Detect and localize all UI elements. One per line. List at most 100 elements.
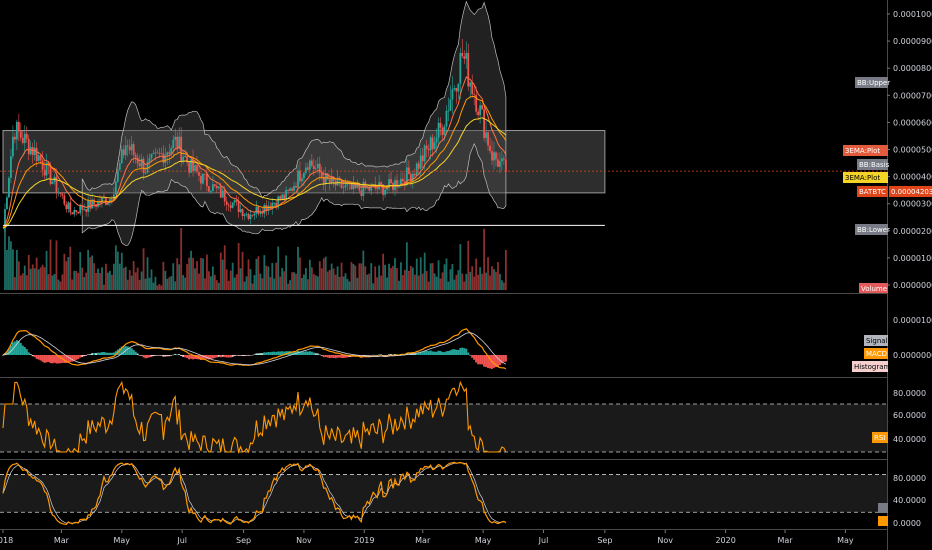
macd-histogram-bar	[368, 355, 370, 356]
macd-histogram-bar	[79, 355, 81, 358]
macd-histogram-bar	[50, 355, 52, 363]
volume-bar	[196, 261, 198, 290]
volume-bar	[366, 275, 368, 290]
macd-histogram-bar	[493, 355, 495, 368]
macd-histogram-bar	[172, 355, 174, 356]
volume-bar	[32, 264, 34, 290]
macd-histogram-bar	[479, 355, 481, 364]
volume-bar	[465, 274, 467, 290]
volume-bar	[97, 269, 99, 290]
volume-bar	[141, 271, 143, 290]
volume-bar	[420, 257, 422, 290]
macd-histogram-bar	[156, 355, 158, 356]
macd-histogram-bar	[109, 353, 111, 355]
volume-bar	[42, 265, 44, 290]
volume-bar	[230, 271, 232, 290]
time-tick-label: Nov	[296, 536, 312, 545]
volume-bar	[182, 275, 184, 290]
macd-histogram-bar	[190, 355, 192, 359]
macd-histogram-bar	[428, 351, 430, 355]
macd-histogram-bar	[313, 353, 315, 355]
volume-bar	[335, 275, 337, 290]
macd-histogram-bar	[483, 355, 485, 367]
volume-bar	[8, 236, 10, 290]
macd-histogram-bar	[174, 354, 176, 355]
volume-bar	[426, 271, 428, 290]
volume-bar	[210, 276, 212, 290]
volume-bar	[224, 245, 226, 290]
volume-bar	[204, 278, 206, 290]
volume-bar	[489, 276, 491, 290]
macd-histogram-bar	[230, 355, 232, 357]
svg-text:3EMA:Plot: 3EMA:Plot	[845, 147, 880, 155]
volume-bar	[497, 262, 499, 290]
volume-bar	[392, 266, 394, 290]
macd-histogram-bar	[71, 355, 73, 362]
volume-bar	[40, 267, 42, 290]
volume-bar	[212, 266, 214, 290]
macd-histogram-bar	[497, 355, 499, 367]
volume-bar	[256, 259, 258, 290]
volume-bar	[446, 258, 448, 290]
macd-histogram-bar	[319, 355, 321, 356]
macd-histogram-bar	[366, 355, 368, 356]
volume-bar	[265, 266, 267, 290]
volume-bar	[353, 264, 355, 290]
volume-bar	[83, 277, 85, 290]
signal-tag: Signal	[864, 335, 888, 346]
volume-bar	[226, 269, 228, 290]
macd-histogram-bar	[48, 355, 50, 362]
volume-bar	[46, 251, 48, 290]
volume-bar	[254, 275, 256, 290]
volume-bar	[434, 273, 436, 290]
volume-bar	[16, 250, 18, 290]
volume-bar	[58, 280, 60, 290]
macd-histogram-bar	[384, 355, 386, 356]
volume-bar	[135, 272, 137, 290]
volume-bar	[4, 228, 6, 290]
svg-text:40.0000: 40.0000	[893, 435, 926, 444]
ema-tag: 3EMA:Plot	[843, 145, 888, 156]
price-tick-label: 0.00005000	[893, 146, 932, 155]
macd-histogram-bar	[91, 353, 93, 355]
macd-histogram-bar	[26, 349, 28, 355]
volume-bar	[12, 249, 14, 290]
volume-bar	[499, 274, 501, 290]
macd-histogram-bar	[447, 351, 449, 355]
svg-text:BB:Upper: BB:Upper	[857, 79, 890, 87]
macd-histogram-bar	[321, 355, 323, 356]
volume-bar	[313, 274, 315, 290]
volume-bar	[400, 262, 402, 290]
macd-histogram-bar	[442, 352, 444, 355]
macd-histogram-bar	[267, 352, 269, 355]
volume-bar	[295, 274, 297, 290]
macd-histogram-bar	[279, 351, 281, 355]
volume-bar	[394, 258, 396, 290]
volume-bar	[412, 268, 414, 290]
volume-bar	[117, 252, 119, 290]
volume-bar	[410, 266, 412, 290]
macd-histogram-bar	[455, 350, 457, 355]
stochastic-k-tag	[878, 516, 888, 526]
volume-bar	[151, 269, 153, 290]
volume-bar	[91, 256, 93, 290]
volume-bar	[459, 244, 461, 290]
volume-bar	[422, 274, 424, 290]
macd-histogram-bar	[459, 348, 461, 355]
macd-histogram-bar	[20, 343, 22, 355]
macd-histogram-bar	[315, 353, 317, 355]
volume-bar	[236, 274, 238, 290]
volume-bar	[281, 268, 283, 290]
volume-bar	[242, 252, 244, 290]
volume-bar	[386, 278, 388, 290]
volume-bar	[358, 263, 360, 290]
stochastic-band	[0, 475, 887, 513]
volume-bar	[121, 253, 123, 290]
macd-histogram-bar	[180, 355, 182, 356]
macd-histogram-bar	[67, 355, 69, 362]
volume-bar	[176, 258, 178, 290]
macd-histogram-bar	[382, 355, 384, 356]
price-tick-label: 0.00001000	[893, 254, 932, 263]
volume-bar	[450, 269, 452, 290]
